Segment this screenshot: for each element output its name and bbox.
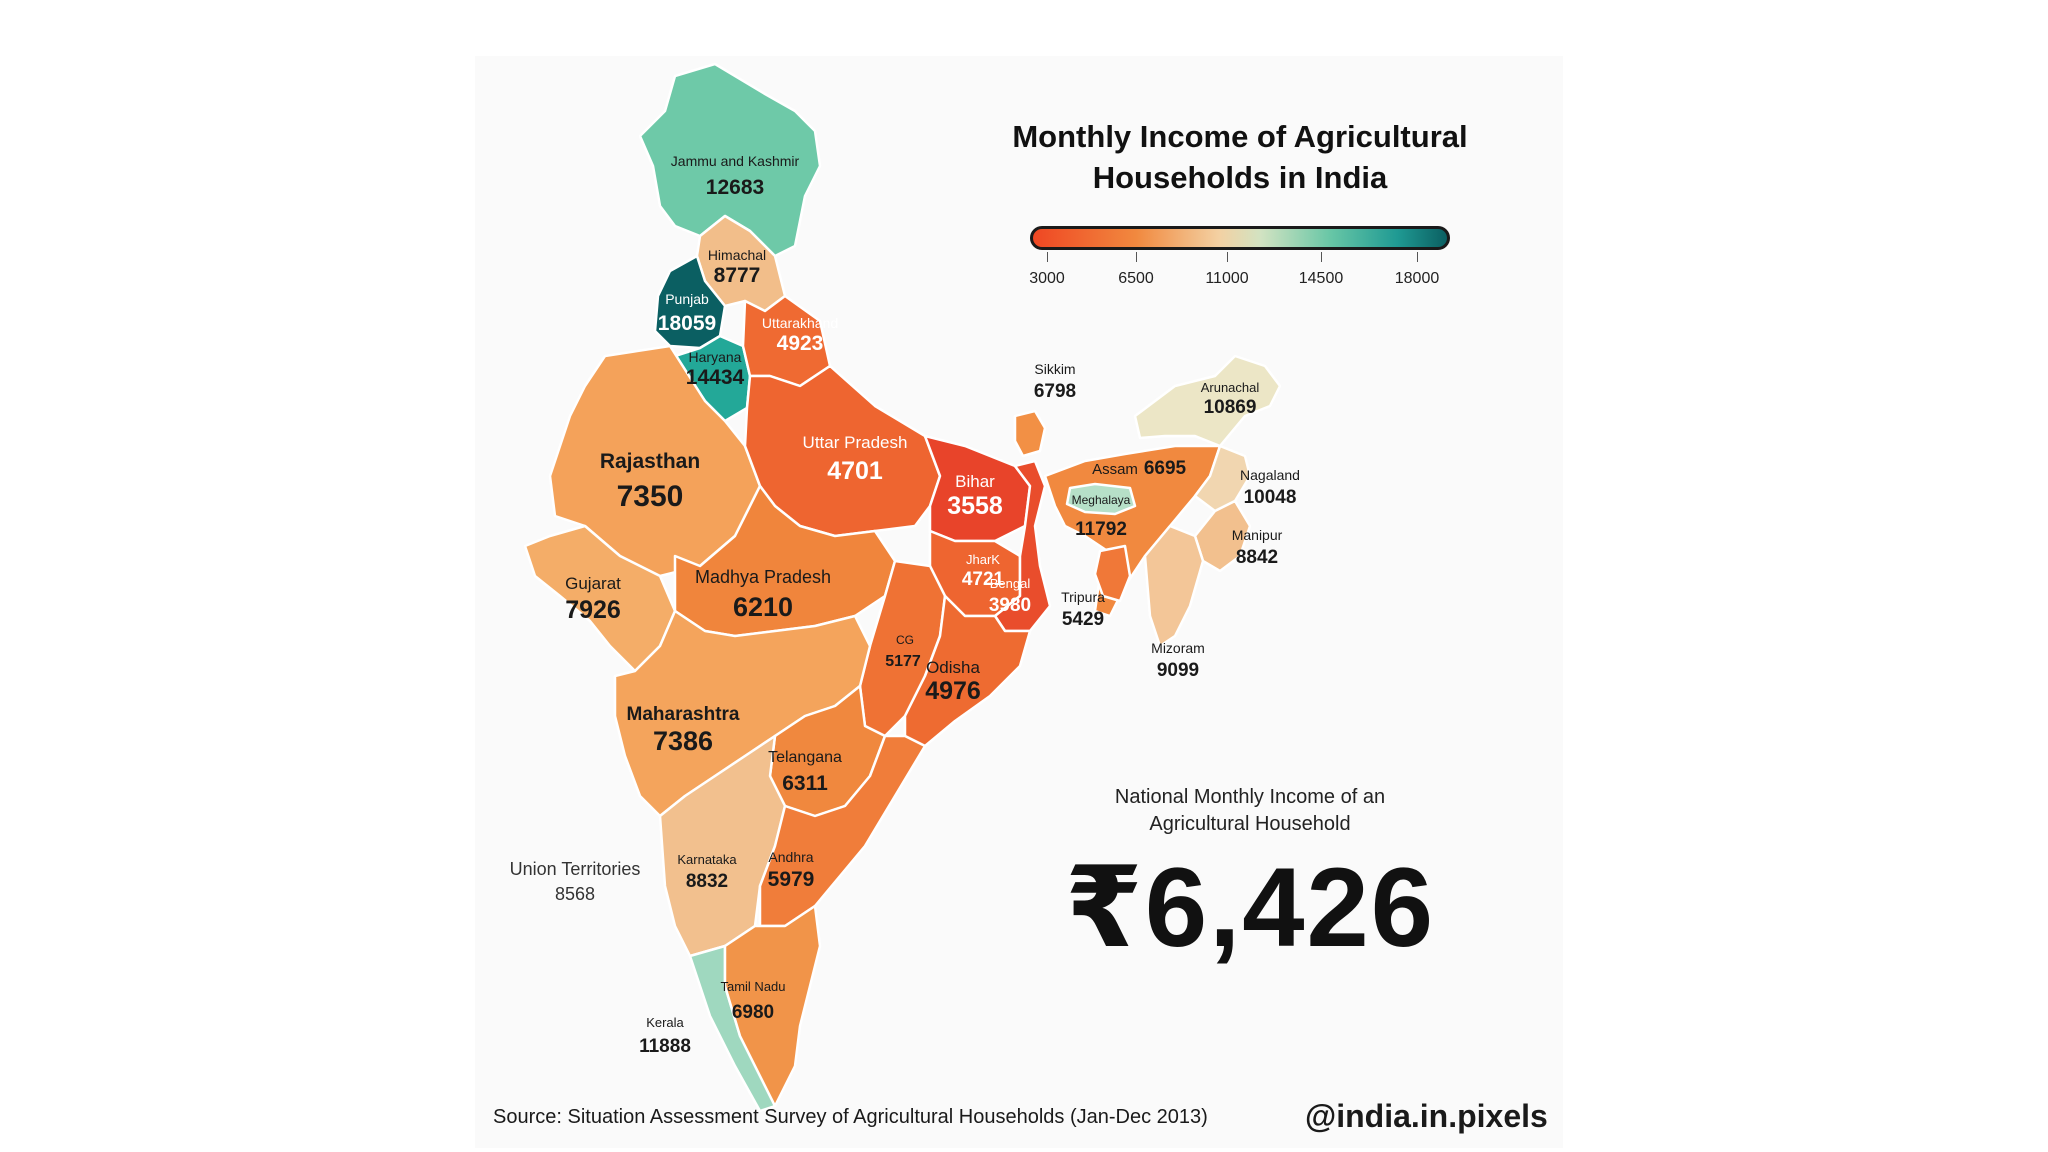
source-credit: Source: Situation Assessment Survey of A… — [493, 1106, 1208, 1128]
legend-tick-mark — [1417, 252, 1418, 262]
state-sk — [1013, 409, 1047, 458]
label-gj-name: Gujarat — [565, 574, 621, 593]
label-mz-name: Mizoram — [1151, 640, 1205, 656]
label-as-name: Assam — [1092, 461, 1138, 478]
label-nl-name: Nagaland — [1240, 467, 1300, 483]
label-up-name: Uttar Pradesh — [803, 433, 908, 452]
state-ar — [1133, 354, 1282, 448]
label-ml-name: Meghalaya — [1072, 493, 1131, 507]
state-tr — [1093, 544, 1132, 603]
label-uk-value: 4923 — [777, 332, 824, 355]
national-income-value: ₹6,426 — [1064, 845, 1436, 970]
label-jk-name: Jammu and Kashmir — [671, 153, 800, 169]
label-ka-name: Karnataka — [677, 852, 737, 867]
label-mh-value: 7386 — [653, 726, 713, 756]
legend-tick-mark — [1136, 252, 1137, 262]
label-tg-value: 6311 — [782, 772, 828, 795]
legend-tick-label: 6500 — [1118, 270, 1154, 287]
union-territories-name: Union Territories — [509, 859, 641, 879]
label-ml-value: 11792 — [1075, 519, 1127, 540]
label-hr-name: Haryana — [689, 349, 742, 365]
label-mp-name: Madhya Pradesh — [695, 567, 831, 587]
infographic-card: Jammu and Kashmir 12683 Himachal 8777 Pu… — [475, 56, 1563, 1148]
label-jh-value: 4721 — [962, 569, 1005, 590]
label-rj-value: 7350 — [617, 480, 684, 513]
state-tn — [723, 904, 822, 1108]
label-mh-name: Maharashtra — [627, 704, 740, 725]
label-nl-value: 10048 — [1244, 487, 1297, 508]
label-tr-name: Tripura — [1061, 589, 1105, 605]
label-mn-value: 8842 — [1236, 547, 1278, 568]
label-wb-value: 3980 — [989, 595, 1031, 616]
label-tr-value: 5429 — [1062, 609, 1104, 630]
union-territories-value: 8568 — [554, 884, 596, 904]
label-mz-value: 9099 — [1157, 660, 1199, 681]
label-mp-value: 6210 — [733, 592, 793, 622]
label-jk-value: 12683 — [706, 176, 764, 199]
label-as-value: 6695 — [1144, 458, 1187, 479]
label-uk-name: Uttarakhand — [762, 315, 838, 331]
state-mz — [1143, 524, 1205, 648]
label-ap-value: 5979 — [768, 868, 815, 891]
label-od-value: 4976 — [925, 677, 981, 705]
label-rj-name: Rajasthan — [600, 450, 700, 473]
label-hp-value: 8777 — [714, 264, 761, 287]
state-ml — [1065, 482, 1137, 516]
label-up-value: 4701 — [827, 457, 883, 485]
label-tn-value: 6980 — [732, 1002, 774, 1023]
color-scale-legend — [1030, 226, 1450, 250]
label-ar-name: Arunachal — [1201, 380, 1260, 395]
label-jh-name: JharK — [966, 552, 1000, 567]
legend-tick-mark — [1047, 252, 1048, 262]
legend-tick-label: 14500 — [1298, 270, 1344, 287]
label-ap-name: Andhra — [768, 849, 813, 865]
label-tn-name: Tamil Nadu — [720, 979, 785, 994]
label-hp-name: Himachal — [708, 247, 766, 263]
legend-tick-label: 11000 — [1205, 270, 1249, 287]
author-handle: @india.in.pixels — [1305, 1098, 1548, 1134]
label-sk-value: 6798 — [1034, 381, 1076, 402]
label-pb-value: 18059 — [658, 312, 716, 335]
label-mn-name: Manipur — [1232, 527, 1283, 543]
label-pb-name: Punjab — [665, 291, 709, 307]
label-br-name: Bihar — [955, 472, 995, 491]
label-cg-value: 5177 — [885, 653, 921, 670]
label-cg-name: CG — [896, 633, 914, 647]
label-gj-value: 7926 — [565, 596, 621, 624]
label-sk-name: Sikkim — [1034, 361, 1075, 377]
india-choropleth-map: Jammu and Kashmir 12683 Himachal 8777 Pu… — [523, 62, 1300, 1113]
map-title: Monthly Income of Agricultural Household… — [1012, 119, 1468, 195]
legend-tick-mark — [1321, 252, 1322, 262]
label-wb-name: Bengal — [990, 576, 1031, 591]
label-kl-name: Kerala — [646, 1015, 684, 1030]
label-kl-value: 11888 — [639, 1036, 691, 1057]
union-territories-note: Union Territories 8568 — [485, 857, 665, 907]
state-od — [903, 594, 1032, 748]
label-br-value: 3558 — [947, 492, 1003, 520]
label-ka-value: 8832 — [686, 871, 728, 892]
label-ar-value: 10869 — [1204, 397, 1257, 418]
label-tg-name: Telangana — [768, 749, 842, 766]
state-up — [743, 364, 942, 538]
legend-tick-label: 18000 — [1394, 270, 1440, 287]
label-hr-value: 14434 — [686, 366, 745, 389]
national-income-label: National Monthly Income of an Agricultur… — [1114, 786, 1386, 835]
label-od-name: Odisha — [926, 658, 980, 677]
legend-tick-label: 3000 — [1029, 270, 1065, 287]
legend-tick-mark — [1227, 252, 1228, 262]
